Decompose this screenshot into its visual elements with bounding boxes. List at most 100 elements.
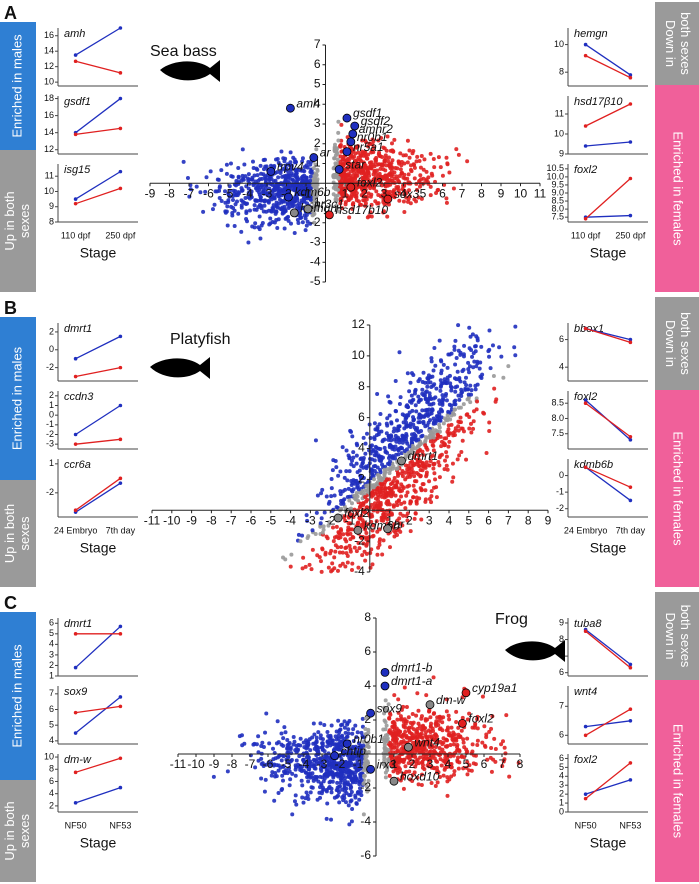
background-point [310,547,315,552]
background-point [311,721,316,726]
background-point [357,166,362,171]
background-point [335,187,340,192]
background-point [368,163,373,168]
background-point [246,172,251,177]
background-point [336,793,341,798]
background-point [385,517,390,522]
x-tick-label: 5 [420,186,427,200]
background-point [419,716,424,721]
x-tick-label: 4 [445,757,452,771]
background-point [354,549,359,554]
background-point [393,378,398,383]
background-point [236,166,241,171]
background-point [309,567,314,572]
background-point [430,173,435,178]
background-point [300,185,305,190]
x-tick-label: 5 [465,513,472,527]
background-point [314,735,319,740]
y-tick-label: -1 [310,195,321,209]
background-point [383,153,388,158]
background-point [345,560,350,565]
background-point [372,501,377,506]
gene-point [330,751,340,761]
background-point [257,214,262,219]
background-point [351,148,356,153]
y-tick-label: -4 [310,254,321,268]
background-point [364,542,369,547]
background-point [282,188,287,193]
background-point [393,444,398,449]
trend-line [75,625,121,669]
gene-label: ar [394,517,406,531]
background-point [286,742,291,747]
background-point [408,167,413,172]
background-point [325,739,330,744]
background-point [359,464,364,469]
background-point [427,412,432,417]
background-point [308,174,313,179]
background-point [354,801,359,806]
trend-line [585,708,631,736]
background-point [232,223,237,228]
background-point [411,483,416,488]
gene-label: tuba8 [574,618,602,630]
background-point [292,157,297,162]
y-tick-label: 9 [559,617,564,627]
background-point [377,422,382,427]
gene-label: dm-w [436,693,467,707]
x-axis-title: Stage [80,245,117,261]
background-point [380,552,385,557]
gene-label: wnt4 [574,686,597,698]
trend-line [75,27,121,56]
background-point [403,470,408,475]
y-tick-label: 6 [49,776,54,786]
background-point [465,772,470,777]
background-point [423,435,428,440]
background-point [254,207,259,212]
x-tick-label: -8 [206,513,217,527]
stage-label: 110 dpf [571,230,601,240]
background-point [299,778,304,783]
background-point [462,343,467,348]
trend-line [75,60,121,74]
background-point [397,350,402,355]
background-point [449,388,454,393]
background-point [442,436,447,441]
gene-point [425,700,435,710]
background-point [239,733,244,738]
background-point [412,165,417,170]
background-point [400,523,405,528]
background-point [365,759,370,764]
background-point [358,476,363,481]
background-point [336,119,341,124]
background-point [386,437,391,442]
background-point [423,396,428,401]
background-point [396,448,401,453]
background-point [434,495,439,500]
background-point [387,445,392,450]
background-point [474,364,479,369]
background-point [447,170,452,175]
background-point [355,498,360,503]
trend-line [75,757,121,773]
background-point [257,190,262,195]
background-point [411,149,416,154]
x-tick-label: 4 [446,513,453,527]
gene-label: dmrt1-b [391,661,433,675]
background-point [403,719,408,724]
gene-point [380,668,390,677]
background-point [345,770,350,775]
gene-point [346,182,356,192]
background-point [346,165,351,170]
gene-point [303,204,313,214]
background-point [336,209,341,214]
background-point [385,490,390,495]
gene-label: dmrt1 [64,323,92,335]
background-point [427,479,432,484]
background-point [472,359,477,364]
background-point [411,455,416,460]
background-point [354,511,359,516]
background-point [493,399,498,404]
x-tick-label: -4 [242,186,253,200]
background-point [440,728,445,733]
